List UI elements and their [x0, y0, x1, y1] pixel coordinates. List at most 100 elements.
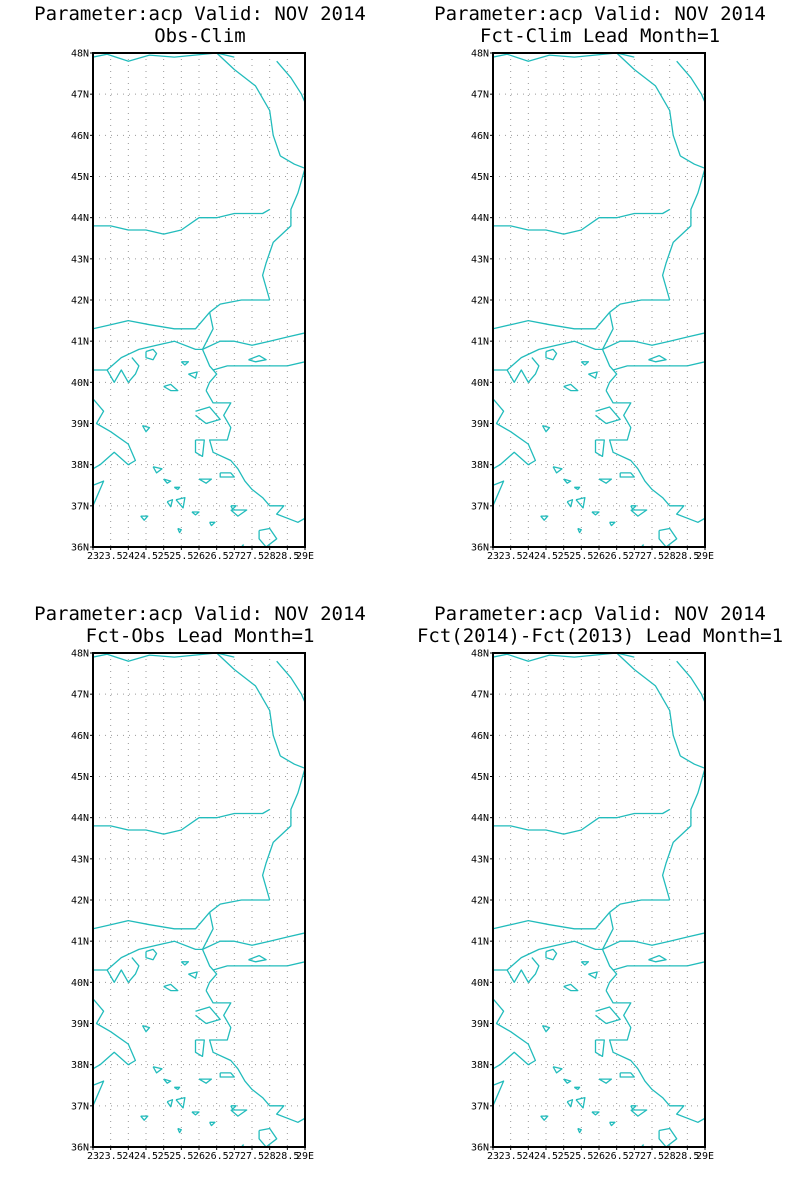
coastline-imbros — [188, 971, 198, 979]
lat-tick-label: 46N — [471, 131, 489, 142]
coastline-danube-romania-bulgaria — [493, 212, 652, 235]
coastline-santorini — [577, 1127, 582, 1134]
lon-tick-label: 29E — [696, 551, 714, 562]
coastline-milos — [540, 515, 549, 521]
lon-tick-label: 24 — [122, 551, 134, 562]
lon-tick-label: 23.5 — [99, 1151, 123, 1162]
lon-tick-label: 23 — [87, 551, 99, 562]
coastline-danube-lower — [252, 208, 271, 215]
lat-tick-label: 47N — [71, 90, 89, 101]
lat-tick-label: 42N — [71, 896, 89, 907]
coastline-rhodes — [658, 527, 678, 547]
coastline-bulgaria-greece-border — [493, 899, 670, 930]
coastline-prut-river — [216, 653, 281, 757]
coastline-mykonos — [173, 1086, 181, 1091]
coastline-dniester-river — [676, 60, 705, 103]
coastline-dniester-river — [276, 660, 305, 703]
coastline-chalkidiki — [106, 357, 140, 383]
lon-tick-label: 26 — [193, 551, 205, 562]
coastline-northern-greece-coast — [493, 940, 603, 971]
lat-tick-label: 46N — [71, 131, 89, 142]
lon-tick-label: 26 — [593, 551, 605, 562]
coastline-turkey-greece-border — [601, 312, 614, 350]
coastline-northern-greece-coast — [493, 340, 603, 371]
coastline-ikaria — [598, 1078, 613, 1084]
lat-tick-label: 48N — [471, 49, 489, 60]
lon-tick-label: 29E — [296, 551, 314, 562]
coastline-thassos — [145, 948, 158, 961]
coastline-marmara-north — [602, 932, 705, 950]
coastline-rhodes — [658, 1127, 678, 1147]
coastline-lemnos — [563, 983, 579, 992]
lon-tick-label: 23.5 — [499, 1151, 523, 1162]
lat-tick-label: 37N — [471, 501, 489, 512]
lat-tick-label: 43N — [471, 854, 489, 865]
coastline-black-sea-coast-north — [261, 768, 305, 901]
coastline-astypalaia — [209, 1121, 216, 1127]
coastline-turkey-greece-border — [201, 312, 214, 350]
coastline-danube-delta-border — [679, 155, 705, 169]
coastline-kalymnos — [630, 1105, 637, 1110]
coastline-mykonos — [573, 1086, 581, 1091]
panel-fct-clim: Parameter:acp Valid: NOV 2014 Fct-Clim L… — [434, 3, 766, 562]
coastline-lesbos — [595, 1006, 621, 1025]
panel-title-line1: Parameter:acp Valid: NOV 2014 — [34, 603, 366, 625]
coastline-skyros — [541, 1024, 551, 1033]
coastline-danube-romania-bulgaria — [93, 212, 252, 235]
lat-tick-label: 36N — [471, 1143, 489, 1154]
coastline-peloponnese-east — [493, 480, 505, 507]
coastline-marmara-south — [212, 361, 305, 371]
coastline-paros — [166, 499, 174, 508]
coastline-dniester-river — [676, 660, 705, 703]
coastline-black-sea-coast-north — [261, 168, 305, 301]
lon-tick-label: 25.5 — [569, 551, 593, 562]
coastline-samos — [619, 1072, 635, 1078]
coastline-paros — [566, 499, 574, 508]
lat-tick-label: 37N — [471, 1101, 489, 1112]
coastline-naxos — [175, 496, 186, 509]
coastline-kalymnos — [230, 505, 237, 510]
coastline-astypalaia — [609, 1121, 616, 1127]
coastline-lesbos — [595, 406, 621, 425]
lat-tick-label: 43N — [71, 854, 89, 865]
lon-tick-label: 28 — [264, 551, 276, 562]
coastline-imbros — [588, 971, 598, 979]
lon-tick-label: 23.5 — [499, 551, 523, 562]
coastline-bulgaria-greece-border — [93, 299, 270, 330]
panel-title-line2: Fct-Obs Lead Month=1 — [86, 625, 315, 647]
lon-tick-label: 26.5 — [605, 551, 629, 562]
coastline-milos — [540, 1115, 549, 1121]
lat-tick-label: 38N — [471, 1060, 489, 1071]
lat-tick-label: 39N — [471, 1019, 489, 1030]
lat-tick-label: 44N — [471, 813, 489, 824]
coastline-kos — [230, 509, 248, 517]
coastline-danube-lower — [652, 808, 671, 815]
lon-tick-label: 24.5 — [134, 551, 158, 562]
coastline-anatolia-aegean-coast — [605, 390, 705, 523]
coastline-paros — [166, 1099, 174, 1108]
map-area — [93, 53, 305, 547]
coastline-chalkidiki — [106, 957, 140, 983]
coastline-danube-romania-bulgaria — [93, 812, 252, 835]
lat-tick-label: 47N — [71, 690, 89, 701]
coastline-kos — [230, 1109, 248, 1117]
lat-tick-label: 48N — [71, 49, 89, 60]
lat-tick-label: 36N — [471, 543, 489, 554]
lat-tick-label: 37N — [71, 501, 89, 512]
coastline-kos — [630, 509, 648, 517]
coastline-marmara-island — [248, 954, 267, 963]
panel-title-line1: Parameter:acp Valid: NOV 2014 — [34, 3, 366, 25]
panel-title-line2: Obs-Clim — [154, 25, 246, 47]
lat-tick-label: 45N — [471, 772, 489, 783]
lon-tick-label: 26 — [193, 1151, 205, 1162]
coastline-turkey-greece-border — [601, 912, 614, 950]
lat-tick-label: 41N — [471, 937, 489, 948]
coastline-northern-border — [93, 653, 235, 662]
coastline-marmara-south — [612, 961, 705, 971]
lon-tick-label: 25.5 — [169, 1151, 193, 1162]
lat-tick-label: 43N — [471, 254, 489, 265]
panel-fct-2014-minus-fct-2013: Parameter:acp Valid: NOV 2014 Fct(2014)-… — [417, 603, 783, 1162]
coastline-chalkidiki — [506, 957, 540, 983]
map-area — [493, 653, 705, 1147]
coastline-danube-delta-border — [279, 755, 305, 769]
